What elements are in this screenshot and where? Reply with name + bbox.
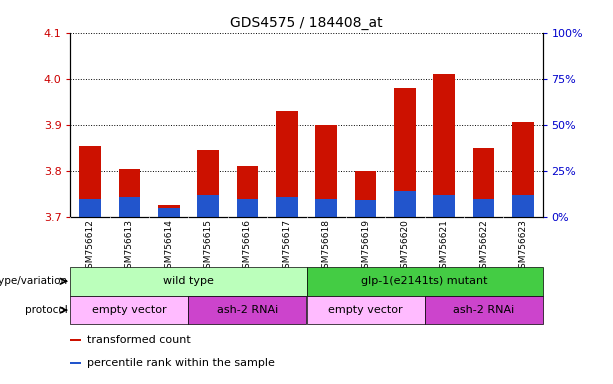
Bar — [70, 339, 81, 341]
Bar — [119, 169, 140, 217]
Bar — [473, 199, 494, 217]
Text: GSM756622: GSM756622 — [479, 220, 488, 274]
Text: GSM756613: GSM756613 — [125, 220, 134, 275]
Text: glp-1(e2141ts) mutant: glp-1(e2141ts) mutant — [361, 276, 488, 286]
Bar — [315, 199, 337, 217]
Bar — [79, 146, 101, 217]
Bar — [189, 296, 306, 324]
Text: empty vector: empty vector — [328, 305, 403, 315]
Text: GSM756619: GSM756619 — [361, 220, 370, 275]
Bar — [158, 208, 180, 217]
Bar — [424, 296, 543, 324]
Bar — [276, 111, 298, 217]
Text: protocol: protocol — [25, 305, 67, 315]
Text: ash-2 RNAi: ash-2 RNAi — [453, 305, 514, 315]
Bar — [306, 267, 543, 296]
Text: GSM756612: GSM756612 — [86, 220, 94, 274]
Text: GSM756621: GSM756621 — [440, 220, 449, 274]
Bar — [512, 122, 534, 217]
Bar — [79, 199, 101, 217]
Bar — [315, 125, 337, 217]
Bar — [158, 205, 180, 217]
Bar — [237, 199, 258, 217]
Bar — [433, 195, 455, 217]
Bar — [355, 171, 376, 217]
Text: ash-2 RNAi: ash-2 RNAi — [217, 305, 278, 315]
Text: wild type: wild type — [163, 276, 214, 286]
Text: empty vector: empty vector — [92, 305, 167, 315]
Text: GSM756614: GSM756614 — [164, 220, 173, 274]
Bar — [276, 197, 298, 217]
Bar — [70, 296, 189, 324]
Bar — [70, 267, 306, 296]
Bar — [512, 195, 534, 217]
Text: GSM756618: GSM756618 — [322, 220, 330, 275]
Bar — [306, 296, 424, 324]
Bar — [197, 150, 219, 217]
Text: GSM756623: GSM756623 — [519, 220, 527, 274]
Bar — [237, 166, 258, 217]
Text: genotype/variation: genotype/variation — [0, 276, 67, 286]
Text: percentile rank within the sample: percentile rank within the sample — [87, 358, 275, 368]
Text: GSM756616: GSM756616 — [243, 220, 252, 275]
Bar — [355, 200, 376, 217]
Bar — [70, 362, 81, 364]
Bar — [394, 191, 416, 217]
Text: GSM756620: GSM756620 — [400, 220, 409, 274]
Text: GSM756615: GSM756615 — [204, 220, 213, 275]
Bar — [119, 197, 140, 217]
Bar — [433, 74, 455, 217]
Bar — [197, 195, 219, 217]
Bar — [394, 88, 416, 217]
Bar — [473, 148, 494, 217]
Title: GDS4575 / 184408_at: GDS4575 / 184408_at — [230, 16, 383, 30]
Text: transformed count: transformed count — [87, 335, 191, 345]
Text: GSM756617: GSM756617 — [283, 220, 291, 275]
